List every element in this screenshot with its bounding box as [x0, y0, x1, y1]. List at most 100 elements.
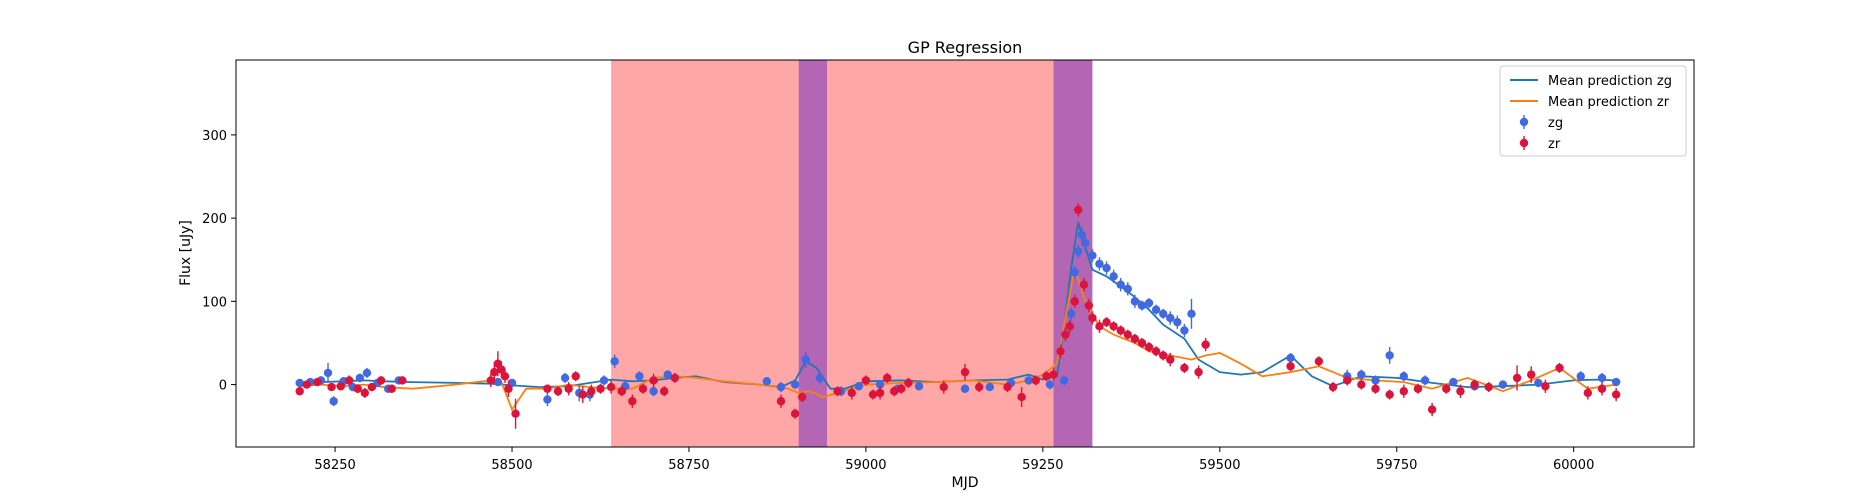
y-tick-label: 0	[219, 379, 227, 394]
data-point	[861, 375, 871, 386]
data-point	[1137, 300, 1147, 311]
y-tick-label: 300	[202, 129, 227, 144]
data-point	[635, 371, 644, 382]
data-point	[659, 386, 669, 397]
point-marker	[1144, 298, 1154, 308]
data-point	[1066, 307, 1076, 321]
point-marker	[1187, 309, 1196, 319]
data-point	[1597, 382, 1607, 396]
data-point	[1070, 294, 1079, 309]
data-point	[1597, 372, 1607, 383]
data-point	[302, 380, 311, 389]
data-point	[1201, 337, 1210, 352]
point-marker	[1084, 301, 1094, 310]
point-marker	[1077, 230, 1086, 239]
data-point	[854, 382, 864, 391]
point-marker	[486, 376, 495, 385]
data-point	[960, 363, 970, 381]
data-point	[1449, 377, 1458, 387]
data-point	[610, 354, 619, 368]
point-marker	[1371, 376, 1380, 385]
data-point	[398, 376, 407, 385]
point-marker	[323, 368, 333, 378]
data-point	[387, 384, 396, 393]
data-point	[790, 408, 800, 419]
point-marker	[875, 380, 885, 389]
point-marker	[1065, 322, 1074, 331]
point-marker	[1109, 272, 1118, 281]
data-point	[327, 382, 336, 392]
point-marker	[1470, 380, 1479, 389]
data-point	[1420, 375, 1430, 386]
data-point	[1088, 248, 1097, 263]
point-marker	[776, 382, 786, 392]
point-marker	[776, 397, 786, 406]
point-marker	[960, 384, 970, 393]
data-point	[890, 386, 899, 397]
point-marker	[1070, 297, 1079, 306]
data-point	[914, 382, 924, 391]
x-tick-label: 58250	[314, 458, 355, 473]
data-point	[1158, 350, 1168, 361]
data-point	[1130, 294, 1140, 309]
point-marker	[663, 370, 672, 379]
data-point	[1049, 367, 1058, 382]
data-point	[1074, 244, 1083, 259]
point-marker	[571, 372, 580, 381]
y-axis-ticks: 0 100 200 300	[202, 129, 236, 394]
point-marker	[355, 373, 365, 383]
data-point	[1061, 327, 1070, 342]
data-point	[1065, 319, 1074, 333]
point-marker	[1081, 238, 1090, 248]
data-point	[1102, 317, 1111, 328]
data-point	[1413, 383, 1423, 394]
data-point	[1611, 377, 1621, 387]
x-axis-ticks: 58250 58500 58750 59000 59250 59500 59750 60000	[314, 447, 1594, 473]
data-point	[295, 378, 304, 388]
point-marker	[493, 377, 503, 387]
data-point	[1116, 278, 1125, 292]
data-point	[362, 367, 372, 378]
point-marker	[1144, 342, 1154, 352]
data-point	[599, 375, 609, 386]
point-marker	[376, 376, 386, 385]
point-marker	[1088, 313, 1097, 323]
data-point	[1084, 298, 1094, 313]
data-point	[762, 377, 772, 386]
point-marker	[1151, 305, 1161, 314]
point-marker	[1088, 251, 1097, 260]
data-point	[1095, 257, 1104, 271]
point-marker	[1024, 376, 1033, 385]
point-marker	[670, 373, 680, 383]
data-point	[1470, 379, 1479, 390]
point-marker	[1583, 388, 1593, 398]
data-point	[1059, 375, 1069, 386]
point-marker	[1066, 309, 1076, 319]
point-marker	[1357, 370, 1366, 379]
data-point	[847, 386, 856, 400]
data-point	[1527, 366, 1536, 383]
data-point	[904, 377, 913, 388]
legend-entry-label: Mean prediction zg	[1548, 74, 1672, 89]
data-point	[1017, 387, 1026, 408]
data-point	[868, 389, 878, 400]
legend-entry-label: zg	[1548, 116, 1563, 131]
point-marker	[490, 367, 499, 377]
data-point	[1442, 383, 1451, 394]
data-point	[833, 386, 842, 397]
point-marker	[1498, 380, 1508, 389]
data-point	[500, 369, 510, 383]
point-marker	[295, 387, 304, 396]
x-tick-label: 59500	[1199, 458, 1240, 473]
point-marker	[790, 380, 800, 389]
data-point	[1123, 282, 1132, 296]
point-marker	[1173, 317, 1182, 327]
data-point	[663, 370, 672, 379]
point-marker	[875, 388, 885, 398]
legend-entry-label: zr	[1548, 137, 1561, 152]
data-point	[1056, 344, 1065, 358]
point-marker	[360, 388, 370, 398]
point-marker	[1399, 372, 1409, 381]
point-marker	[398, 376, 407, 385]
data-point	[1512, 365, 1522, 391]
